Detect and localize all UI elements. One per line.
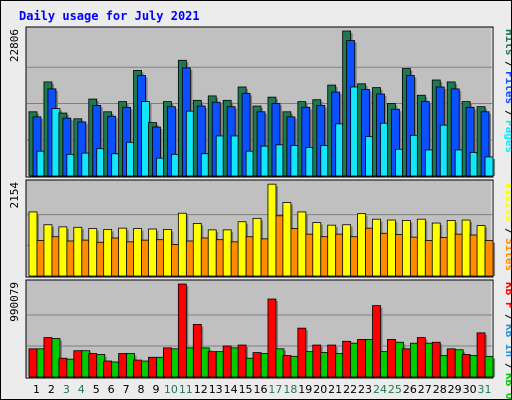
day-label: 20 — [313, 383, 327, 396]
legend-separator: / — [503, 363, 511, 370]
day-label: 19 — [298, 383, 312, 396]
day-label: 4 — [78, 383, 85, 396]
bar-kbytes-kb-f — [372, 305, 383, 378]
day-label: 24 — [373, 383, 387, 396]
bar-kbytes-kb-f — [476, 332, 488, 378]
chart-title: Daily usage for July 2021 — [19, 9, 200, 23]
legend-visits: Visits / Sites — [503, 182, 511, 271]
day-label: 6 — [108, 383, 115, 396]
day-label: 11 — [179, 383, 193, 396]
day-label: 9 — [152, 383, 159, 396]
chart-panels: 22806Hits/Files/Pages2154Visits/Sites990… — [8, 26, 511, 399]
day-label: 26 — [403, 383, 417, 396]
y-max-label: 2154 — [8, 182, 21, 209]
day-label: 29 — [448, 383, 462, 396]
day-label: 27 — [418, 383, 432, 396]
day-label: 16 — [254, 383, 268, 396]
legend-item: Pages — [503, 120, 511, 153]
day-label: 2 — [48, 383, 55, 396]
day-axis-labels: 1 2 3 4 5 6 7 8 9 10 11 12 13 14 15 16 17 18 19 20 21 22 23 24 2… — [33, 383, 492, 396]
day-label: 17 — [268, 383, 282, 396]
legend-item: KB In — [503, 324, 511, 357]
day-label: 12 — [194, 383, 208, 396]
day-label: 1 — [33, 383, 40, 396]
day-label: 22 — [343, 383, 357, 396]
legend-separator: / — [503, 314, 511, 321]
day-label: 21 — [328, 383, 342, 396]
day-label: 18 — [283, 383, 297, 396]
day-label: 31 — [478, 383, 492, 396]
legend-kbytes: KB F / KB In / KB Out — [503, 282, 511, 399]
bar-hits-pages — [484, 156, 496, 177]
y-max-label: 990079 — [8, 282, 21, 322]
day-label: 15 — [239, 383, 253, 396]
legend-separator: / — [503, 61, 511, 68]
panel-hits: 22806 Hits / Files / Pages — [8, 26, 511, 178]
day-label: 3 — [63, 383, 70, 396]
bar-kbytes-kb-out — [51, 338, 62, 378]
legend-separator: / — [503, 110, 511, 117]
bar-kbytes-kb-out — [484, 355, 496, 378]
day-label: 25 — [388, 383, 402, 396]
day-label: 5 — [93, 383, 100, 396]
day-label: 14 — [224, 383, 238, 396]
y-max-label: 22806 — [8, 29, 21, 62]
day-label: 23 — [358, 383, 372, 396]
bar-kbytes-kb-f — [267, 298, 278, 378]
day-label: 10 — [164, 383, 178, 396]
day-label: 30 — [463, 383, 477, 396]
day-label: 28 — [433, 383, 447, 396]
bar-visits-sites — [484, 240, 496, 277]
day-label: 7 — [123, 383, 130, 396]
legend-item: KB Out — [503, 373, 511, 399]
bar-kbytes-kb-f — [177, 283, 189, 378]
legend-item: KB F — [503, 282, 511, 309]
legend-hits: Hits / Files / Pages — [503, 29, 511, 153]
legend-separator: / — [503, 228, 511, 235]
day-label: 8 — [138, 383, 145, 396]
legend-item: Files — [503, 71, 511, 104]
panel-kbytes: 990079 KB F / KB In / KB Out — [8, 279, 511, 399]
legend-item: Sites — [503, 238, 511, 271]
legend-item: Visits — [503, 182, 511, 222]
panel-visits: 2154 Visits / Sites — [8, 179, 511, 278]
day-label: 13 — [209, 383, 223, 396]
legend-item: Hits — [503, 29, 511, 56]
